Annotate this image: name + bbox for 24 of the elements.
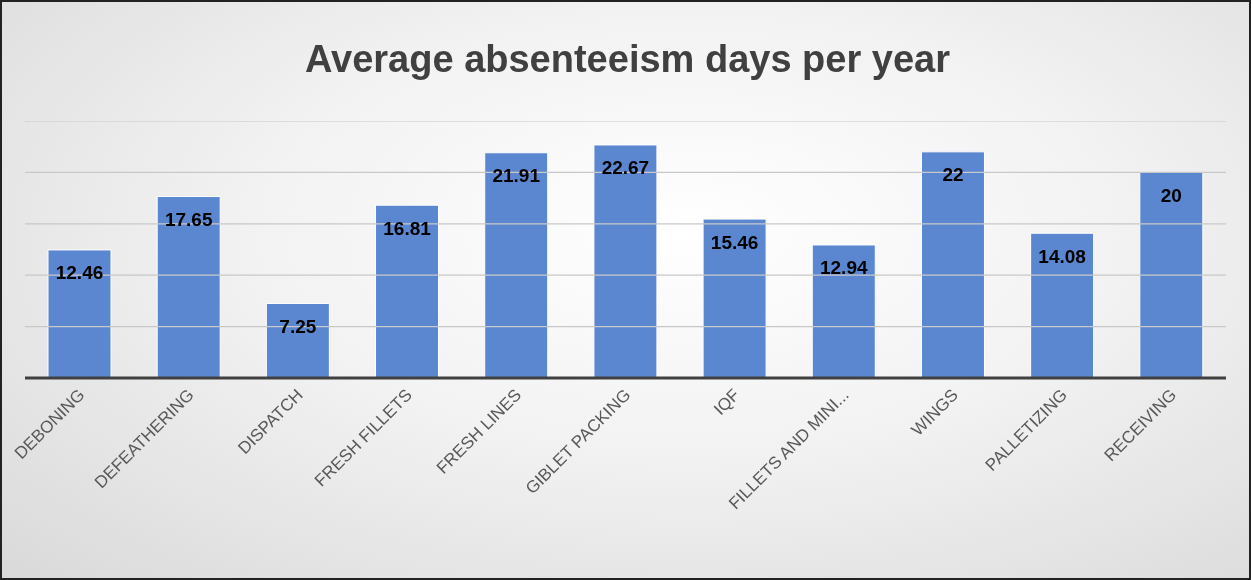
data-label: 22 bbox=[942, 164, 964, 186]
x-tick-label: IQF bbox=[710, 385, 744, 419]
bar bbox=[593, 144, 658, 378]
bar bbox=[375, 204, 440, 378]
data-label: 12.94 bbox=[820, 257, 868, 279]
bar bbox=[1030, 232, 1095, 378]
bar bbox=[811, 244, 876, 378]
bar bbox=[702, 218, 767, 378]
bar bbox=[920, 151, 985, 378]
data-label: 16.81 bbox=[383, 217, 432, 239]
data-label: 12.46 bbox=[55, 262, 104, 284]
bar bbox=[47, 249, 112, 378]
bar bbox=[484, 152, 549, 378]
bar bbox=[265, 302, 330, 378]
data-label: 15.46 bbox=[710, 231, 759, 253]
data-label: 14.08 bbox=[1038, 245, 1086, 267]
chart-title: Average absenteeism days per year bbox=[304, 38, 951, 81]
data-label: 20 bbox=[1160, 184, 1182, 206]
bar bbox=[156, 196, 221, 378]
data-label: 7.25 bbox=[279, 315, 317, 337]
data-label: 22.67 bbox=[601, 157, 650, 179]
bar bbox=[1139, 171, 1204, 378]
data-label: 17.65 bbox=[164, 209, 213, 231]
data-label: 21.91 bbox=[492, 165, 541, 187]
